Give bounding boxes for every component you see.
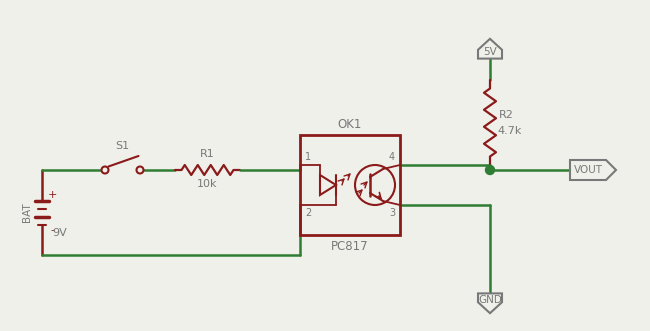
Text: -: - xyxy=(50,225,54,235)
Text: +: + xyxy=(47,190,57,200)
Polygon shape xyxy=(478,293,502,313)
Polygon shape xyxy=(570,160,616,180)
Circle shape xyxy=(486,166,495,174)
Text: 2: 2 xyxy=(305,208,311,218)
Text: S1: S1 xyxy=(116,141,129,151)
Text: BAT: BAT xyxy=(22,203,32,222)
Text: 9V: 9V xyxy=(53,227,68,238)
Text: 3: 3 xyxy=(389,208,395,218)
Text: R1: R1 xyxy=(200,149,215,159)
Text: 4: 4 xyxy=(389,152,395,162)
Text: PC817: PC817 xyxy=(332,241,369,254)
Text: 5V: 5V xyxy=(483,47,497,57)
Text: GND: GND xyxy=(478,295,502,305)
Text: VOUT: VOUT xyxy=(573,165,603,175)
Text: 4.7k: 4.7k xyxy=(498,125,522,135)
Polygon shape xyxy=(478,39,502,59)
Text: R2: R2 xyxy=(499,110,514,119)
Bar xyxy=(300,135,400,235)
Text: 10k: 10k xyxy=(197,179,218,189)
Text: OK1: OK1 xyxy=(338,118,362,131)
Text: 1: 1 xyxy=(305,152,311,162)
